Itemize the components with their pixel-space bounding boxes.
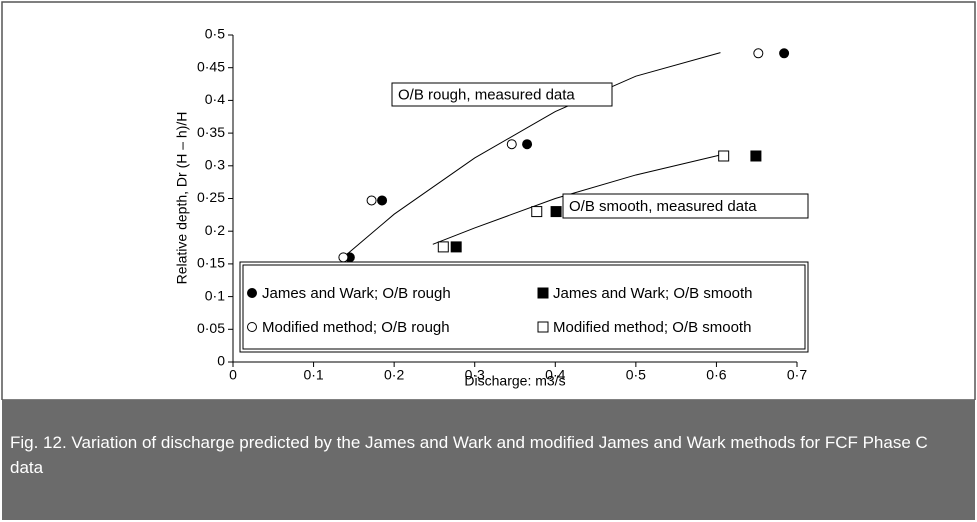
point [377, 195, 388, 206]
point [450, 241, 462, 253]
point [506, 139, 517, 150]
x-tick-label: 0·4 [545, 367, 565, 383]
x-tick-label: 0·7 [787, 367, 807, 383]
legend-label: James and Wark; O/B smooth [553, 285, 753, 302]
chart: Discharge: m3/s Relative depth, Dr (H – … [1, 1, 976, 400]
y-tick-label: 0·2 [205, 222, 225, 238]
legend-marker [537, 321, 549, 333]
legend-marker [247, 288, 257, 298]
y-tick-label: 0·3 [205, 157, 225, 173]
annotation-box [562, 193, 809, 219]
x-tick-label: 0·3 [465, 367, 485, 383]
legend-label: James and Wark; O/B rough [262, 285, 451, 302]
x-tick-label: 0·1 [303, 367, 323, 383]
y-tick-label: 0 [217, 353, 225, 369]
y-tick-label: 0·4 [205, 91, 225, 107]
point [338, 252, 349, 263]
point [550, 206, 562, 218]
point [753, 48, 764, 59]
y-tick-label: 0·45 [197, 58, 225, 74]
annotation: O/B rough, measured data [398, 86, 575, 103]
annotation: O/B smooth, measured data [569, 198, 757, 215]
x-axis-label: Discharge: m3/s [464, 373, 565, 389]
frame [1, 1, 976, 400]
legend-marker [537, 287, 549, 299]
legend-box [239, 261, 809, 353]
legend-marker [247, 322, 257, 332]
y-tick-label: 0·5 [205, 26, 225, 42]
x-tick-label: 0·6 [706, 367, 726, 383]
point [750, 150, 762, 162]
y-tick-label: 0·1 [205, 287, 225, 303]
legend-box-inner [242, 264, 806, 350]
point [718, 150, 730, 162]
fitted-curve [341, 52, 721, 260]
x-tick-label: 0·5 [626, 367, 646, 383]
legend-label: Modified method; O/B smooth [553, 319, 751, 336]
y-tick-label: 0·05 [197, 320, 225, 336]
y-tick-label: 0·25 [197, 189, 225, 205]
point [522, 139, 533, 150]
x-tick-label: 0 [229, 367, 237, 383]
point [779, 48, 790, 59]
annotation-box [391, 82, 613, 107]
y-tick-label: 0·35 [197, 124, 225, 140]
point [437, 241, 449, 253]
x-tick-label: 0·2 [384, 367, 404, 383]
y-tick-label: 0·15 [197, 255, 225, 271]
y-axis-label: Relative depth, Dr (H – h)/H [174, 112, 190, 285]
legend-label: Modified method; O/B rough [262, 319, 450, 336]
caption: Fig. 12. Variation of discharge predicte… [2, 400, 975, 520]
point [531, 206, 543, 218]
fitted-curve [432, 153, 725, 245]
point [366, 195, 377, 206]
